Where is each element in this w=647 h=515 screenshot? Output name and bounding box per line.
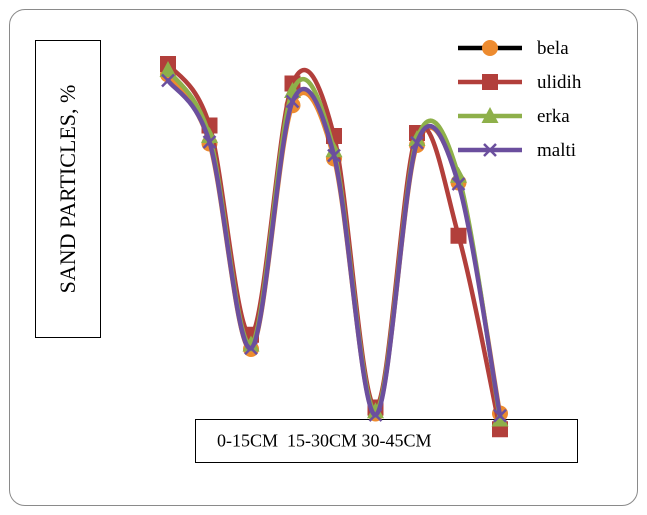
legend-erka-label: erka [537,106,570,127]
bela-line [165,72,503,416]
legend: bela ulidih erka malti [458,38,582,161]
x-axis-label-box: 0-15CM 15-30CM 30-45CM [195,419,578,463]
malti-point [161,73,175,88]
erka-line [165,67,503,422]
legend-bela-marker [482,40,498,56]
malti-point [327,148,341,163]
malti-point [410,135,424,150]
erka-point [491,410,509,427]
ulidih-line [165,61,503,432]
legend-erka-marker [481,107,499,123]
malti-point [202,135,217,149]
malti-line [165,78,503,418]
malti-point [368,408,383,422]
malti-point [451,177,466,191]
legend-bela-label: bela [537,38,569,59]
legend-malti-marker [483,143,497,157]
legend-ulidih-marker [482,74,498,90]
malti-point [285,94,300,109]
legend-ulidih-label: ulidih [537,72,582,93]
malti-point [244,341,258,356]
ulidih-point [450,227,467,244]
series-ulidih [160,56,508,438]
legend-malti-label: malti [537,140,576,161]
x-axis-label: 0-15CM 15-30CM 30-45CM [217,430,432,451]
erka-point [159,61,177,77]
y-axis-label-box: SAND PARTICLES, % [35,40,101,338]
series-malti [161,73,507,423]
malti-point [493,408,507,423]
